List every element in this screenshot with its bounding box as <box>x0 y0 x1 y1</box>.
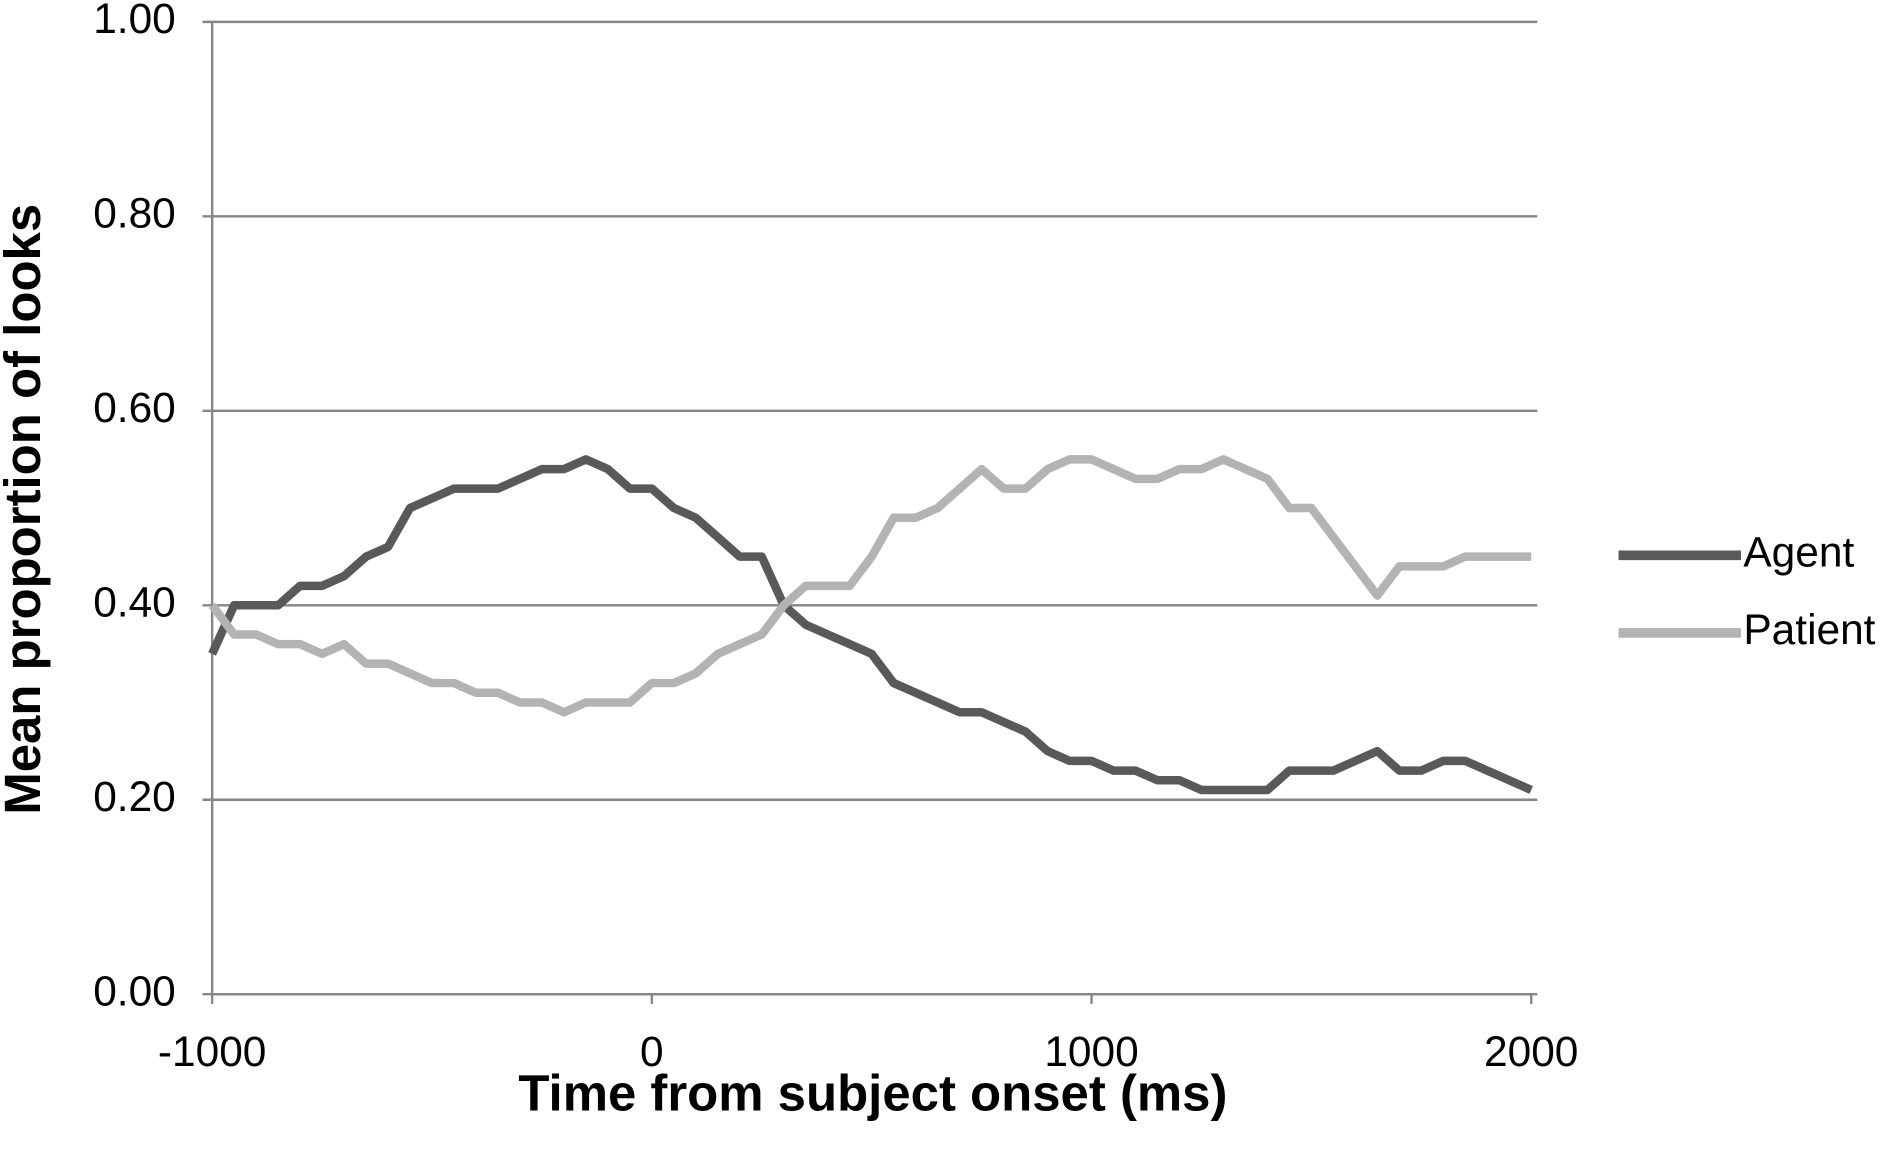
y-tick-label: 0.80 <box>93 190 176 237</box>
y-axis-title: Mean proportion of looks <box>0 204 51 815</box>
data-line <box>208 455 1533 795</box>
y-tick-label: 0.40 <box>93 578 176 625</box>
x-tick-label: 0 <box>640 1028 664 1075</box>
legend-label: Patient <box>1743 606 1875 653</box>
y-tick-label: 0.60 <box>93 384 176 431</box>
y-tick-label: 0.20 <box>93 773 176 820</box>
x-axis-title: Time from subject onset (ms) <box>518 1065 1227 1122</box>
x-tick-label: -1000 <box>158 1028 267 1075</box>
y-tick-label: 0.00 <box>93 967 176 1014</box>
data-line <box>208 455 1532 717</box>
x-tick-label: 2000 <box>1484 1028 1578 1075</box>
x-tick-label: 1000 <box>1044 1028 1138 1075</box>
y-tick-label: 1.00 <box>93 0 176 42</box>
legend-label: Agent <box>1743 529 1854 576</box>
